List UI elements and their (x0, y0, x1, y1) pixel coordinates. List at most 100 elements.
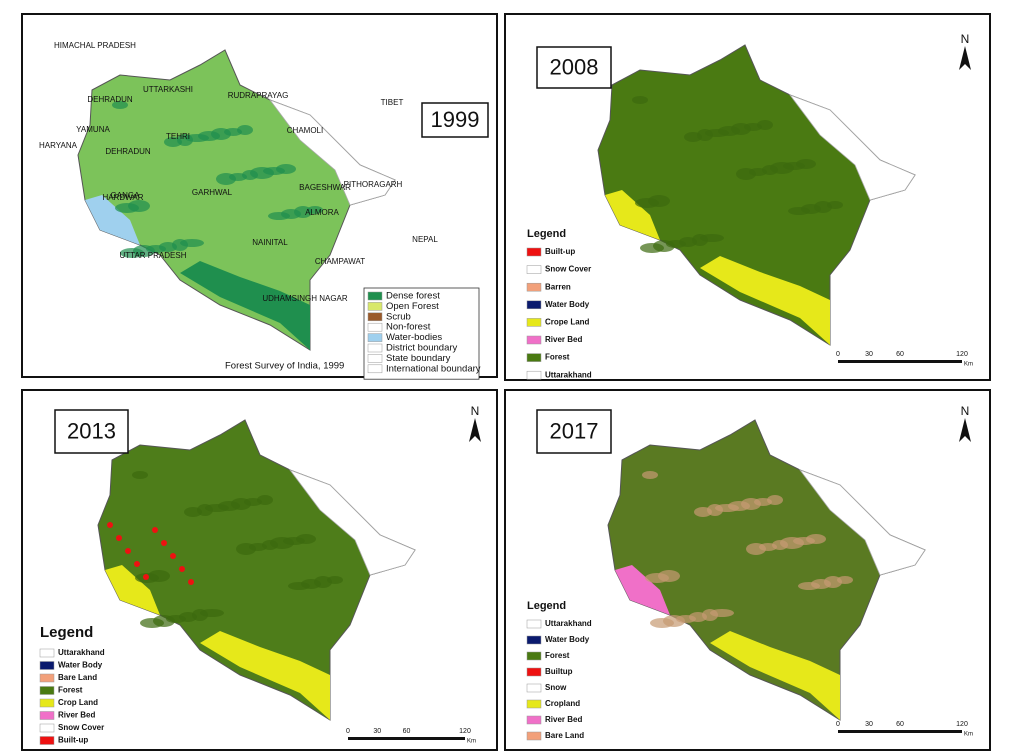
year-label: 1999 (431, 107, 480, 132)
place-label: DEHRADUN (105, 147, 151, 156)
map-zone (85, 195, 140, 245)
map-texture (658, 570, 680, 582)
map-texture (757, 120, 773, 130)
place-label: CHAMPAWAT (315, 257, 365, 266)
map-texture (179, 566, 185, 572)
legend-swatch (526, 731, 542, 741)
legend-swatch (39, 698, 55, 708)
legend-swatch (526, 370, 542, 380)
scale-label: 0 (836, 351, 840, 358)
scale-label: 0 (346, 728, 350, 735)
legend-title: Legend (527, 228, 566, 240)
scale-unit: Km (467, 739, 476, 745)
place-label: HARDWAR (102, 193, 143, 202)
legend-label: River Bed (545, 715, 582, 724)
legend-label: Built-up (58, 736, 88, 745)
map-texture (767, 495, 783, 505)
legend-label: State boundary (386, 353, 451, 364)
legend-swatch (39, 711, 55, 720)
map-texture (170, 553, 176, 559)
year-box (536, 409, 612, 454)
map-texture (276, 164, 296, 174)
north-arrow (469, 418, 481, 442)
scale-label: 60 (403, 728, 411, 735)
scale-label: 60 (896, 351, 904, 358)
map-zone (105, 565, 160, 615)
scale-label: 120 (956, 721, 968, 728)
map-texture (710, 609, 734, 617)
map-zone (268, 99, 396, 206)
legend-label: Cropland (545, 699, 580, 708)
legend-label: Forest (545, 353, 570, 362)
legend-label: Crope Land (545, 318, 590, 327)
legend-swatch (526, 635, 542, 645)
legend-swatch (367, 354, 383, 363)
map-zone (615, 565, 670, 615)
legend-label: Dense forest (386, 291, 440, 302)
legend-label: River Bed (58, 711, 95, 720)
place-label: HARYANA (39, 141, 78, 150)
legend-swatch (367, 343, 383, 353)
scale-label: 30 (865, 721, 873, 728)
legend-swatch (39, 648, 55, 658)
map-texture (152, 527, 158, 533)
map-texture (125, 548, 131, 554)
scale-unit: Km (964, 362, 973, 368)
map-texture (134, 561, 140, 567)
legend-label: River Bed (545, 335, 582, 344)
place-label: HIMACHAL PRADESH (54, 41, 136, 50)
legend-label: Snow (545, 683, 567, 692)
year-box (54, 409, 129, 454)
north-label: N (961, 32, 970, 46)
legend-swatch (526, 683, 542, 693)
map-texture (837, 576, 853, 584)
scale-bar (348, 737, 465, 740)
legend-swatch (367, 312, 383, 322)
map-texture (257, 495, 273, 505)
legend-label: Water Body (545, 300, 590, 309)
legend-swatch (39, 673, 55, 683)
legend-label: Bare Land (58, 673, 97, 682)
legend-title: Legend (527, 600, 566, 612)
north-label: N (471, 404, 480, 418)
scale-label: 60 (896, 721, 904, 728)
place-label: TEHRI (166, 132, 190, 141)
legend-swatch (526, 619, 542, 629)
scale-unit: Km (964, 732, 973, 738)
legend-swatch (367, 322, 383, 332)
legend-swatch (39, 723, 55, 733)
place-label: DEHRADUN (87, 95, 133, 104)
place-label: GARHWAL (192, 188, 233, 197)
legend-swatch (526, 282, 542, 292)
legend-swatch (526, 667, 542, 677)
place-label: TIBET (381, 98, 404, 107)
legend-swatch (526, 265, 542, 274)
legend-swatch (367, 291, 383, 301)
map-texture (237, 125, 253, 135)
legend-swatch (367, 302, 383, 311)
map-texture (143, 574, 149, 580)
map-texture (116, 535, 122, 541)
legend-swatch (39, 661, 55, 670)
legend-label: Forest (58, 686, 83, 695)
legend-label: Uttarakhand (58, 648, 105, 657)
map-texture (632, 96, 648, 104)
place-label: UTTAR PRADESH (120, 251, 187, 260)
legend-label: Forest (545, 651, 570, 660)
map-texture (307, 206, 323, 214)
legend-swatch (526, 300, 542, 310)
place-label: CHAMOLI (287, 126, 323, 135)
map-zone (700, 256, 830, 345)
legend-label: Snow Cover (58, 723, 104, 732)
year-label: 2008 (550, 54, 599, 79)
map-zone (605, 190, 660, 240)
legend-swatch (526, 318, 542, 327)
scale-bar (838, 360, 962, 363)
year-label: 2013 (67, 418, 116, 443)
legend-title: Legend (40, 624, 93, 641)
map-texture (132, 471, 148, 479)
map-texture (642, 471, 658, 479)
place-label: ALMORA (305, 208, 339, 217)
map-texture (180, 239, 204, 247)
north-arrow (959, 418, 971, 442)
